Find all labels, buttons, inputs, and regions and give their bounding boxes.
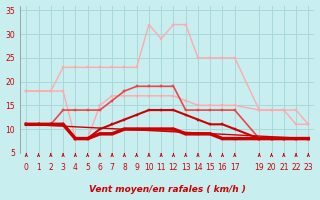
X-axis label: Vent moyen/en rafales ( km/h ): Vent moyen/en rafales ( km/h ) bbox=[89, 185, 246, 194]
